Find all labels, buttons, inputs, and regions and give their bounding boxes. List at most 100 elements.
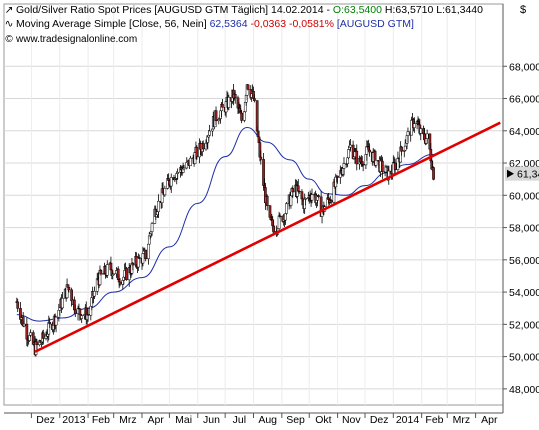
y-tick-label: 68,000 xyxy=(509,61,539,73)
candle-body xyxy=(393,162,397,170)
candle-body xyxy=(61,298,64,309)
candle-body xyxy=(268,205,272,218)
x-tick-label: Mrz xyxy=(453,414,471,426)
candle-body xyxy=(80,315,84,319)
candle-body xyxy=(157,200,160,212)
candles-layer xyxy=(15,83,435,357)
candle-body xyxy=(22,323,26,327)
candle-body xyxy=(253,98,256,101)
x-tick-label: 2014 xyxy=(396,414,420,426)
x-tick-label: Mai xyxy=(175,414,192,426)
candle-body xyxy=(403,145,407,151)
candle-body xyxy=(144,249,148,259)
candle-body xyxy=(141,253,145,264)
legend-ma-symbol: [AUGUSD GTM] xyxy=(336,18,414,30)
candle-body xyxy=(214,110,218,122)
x-tick-label: Nov xyxy=(342,414,361,426)
candle-body xyxy=(221,103,224,108)
candle-body xyxy=(16,301,20,309)
legend-ma-name: Moving Average Simple [Close, 56, Nein] xyxy=(16,18,207,30)
x-tick-label: Jul xyxy=(233,414,246,426)
candle-body xyxy=(48,322,52,325)
candle-body xyxy=(189,157,192,167)
y-tick-label: 48,000 xyxy=(509,384,539,396)
candle-body xyxy=(182,167,186,170)
candle-body xyxy=(387,170,391,180)
candle-body xyxy=(329,200,333,203)
candle-body xyxy=(67,287,71,291)
x-tick-label: Aug xyxy=(258,414,277,426)
candle-body xyxy=(58,307,62,311)
x-axis: Dez 2013 Feb Mrz Apr Mai Jun Jul Aug Sep Okt Nov Dez… xyxy=(4,412,503,426)
candle-body xyxy=(291,188,295,193)
candle-body xyxy=(297,190,301,193)
y-tick-label: 60,000 xyxy=(509,190,539,202)
candle-body xyxy=(125,268,128,281)
candle-body xyxy=(349,144,352,148)
legend-open: O:63,5400 xyxy=(332,4,382,16)
x-tick-label: Jun xyxy=(203,414,220,426)
legend-source: © www.tradesignalonline.com xyxy=(4,34,137,45)
candle-body xyxy=(112,273,116,275)
legend-date: 14.02.2014 xyxy=(271,4,324,16)
candle-body xyxy=(381,160,384,172)
candle-body xyxy=(425,133,429,139)
y-axis: 68,00066,00064,00062,00060,00058,00056,0… xyxy=(502,4,539,413)
last-price-marker: 61,34 xyxy=(505,166,539,181)
x-tick-label: Mrz xyxy=(119,414,137,426)
candle-body xyxy=(374,160,378,166)
copyright-glyph-icon: © xyxy=(5,34,13,45)
candle-body xyxy=(336,175,339,178)
candle-body xyxy=(86,314,90,316)
candle-body xyxy=(355,150,359,165)
candle-body xyxy=(201,143,205,150)
candle-body xyxy=(368,149,371,153)
candle-body xyxy=(208,130,211,136)
candle-body xyxy=(412,123,416,128)
candle-body xyxy=(347,149,350,159)
legend-price: ↗ Gold/Silver Ratio Spot Prices [AUGUSD G… xyxy=(4,4,483,16)
candle-body xyxy=(310,194,314,201)
x-tick-label: Feb xyxy=(425,414,443,426)
y-tick-label: 50,000 xyxy=(509,352,539,364)
candle-body xyxy=(137,257,141,259)
last-price-label: 61,34 xyxy=(517,169,539,181)
x-tick-label: Apr xyxy=(148,414,165,426)
legend-symbol: Gold/Silver Ratio Spot Prices [AUGUSD GT… xyxy=(16,4,229,16)
candle-body xyxy=(211,128,214,132)
candle-body xyxy=(432,167,435,180)
y-tick-label: 64,000 xyxy=(509,126,539,138)
y-tick-label: 58,000 xyxy=(509,223,539,235)
candle-body xyxy=(285,203,288,214)
legend-low: L:61,3440 xyxy=(436,4,483,16)
wave-glyph-icon: ∿ xyxy=(4,18,14,30)
candle-body xyxy=(361,164,365,166)
x-tick-label: Apr xyxy=(481,414,498,426)
candle-body xyxy=(233,94,237,99)
y-tick-label: 52,000 xyxy=(509,319,539,331)
candle-body xyxy=(259,156,263,160)
candle-body xyxy=(278,215,282,217)
trendline-layer xyxy=(34,121,501,353)
candle-body xyxy=(163,188,167,196)
candle-body xyxy=(195,147,199,158)
candle-body xyxy=(265,196,269,206)
x-tick-label: Okt xyxy=(315,414,331,426)
candle-body xyxy=(240,112,243,121)
x-tick-label: 2013 xyxy=(62,414,86,426)
support-trendline xyxy=(34,121,501,353)
candle-body xyxy=(147,243,150,259)
trend-glyph-icon: ↗ xyxy=(4,4,14,16)
candle-body xyxy=(118,281,122,285)
candle-body xyxy=(41,332,45,339)
candle-body xyxy=(150,223,154,232)
candle-body xyxy=(93,291,96,297)
source-link[interactable]: www.tradesignalonline.com xyxy=(16,34,138,45)
legend-ma-pct: -0,0581% xyxy=(289,18,334,30)
x-tick-label: Feb xyxy=(92,414,110,426)
y-tick-label: 66,000 xyxy=(509,94,539,106)
currency-label: $ xyxy=(520,4,527,16)
candle-body xyxy=(342,163,346,169)
legend-high: H:63,5710 xyxy=(384,4,434,16)
